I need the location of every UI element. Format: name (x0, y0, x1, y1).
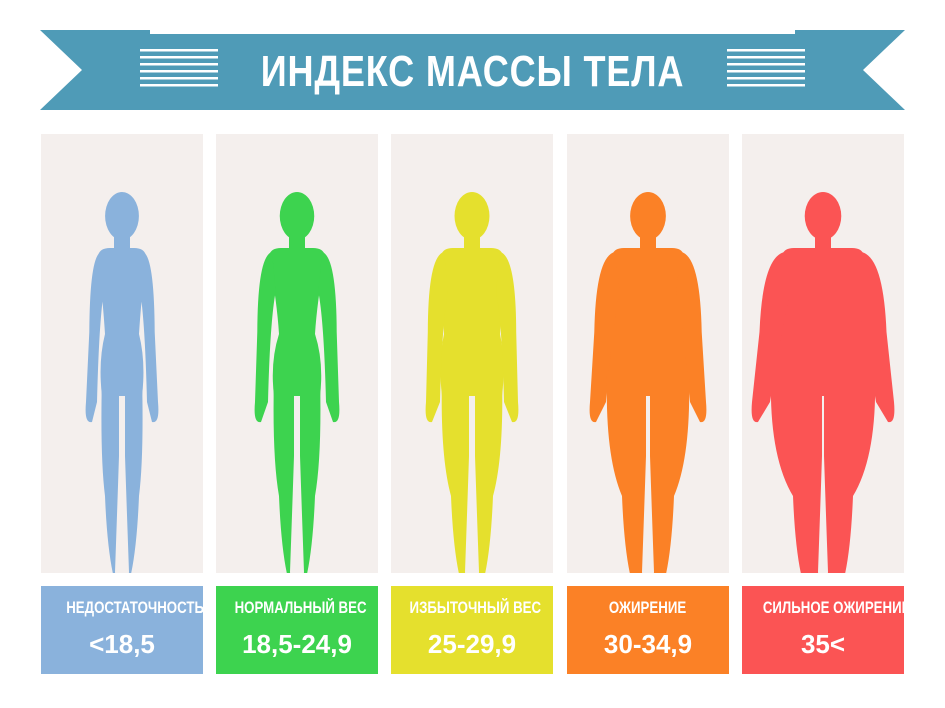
bmi-range-value: <18,5 (89, 629, 155, 659)
category-name: ОЖИРЕНИЕ (609, 598, 687, 617)
category-name: НЕДОСТАТОЧНОСТЬ ВЕСА (66, 598, 245, 617)
page-title: ИНДЕКС МАССЫ ТЕЛА (260, 47, 685, 96)
category-panel (391, 134, 553, 573)
category-label-box: НЕДОСТАТОЧНОСТЬ ВЕСА <18,5 (41, 586, 245, 674)
category-panel (41, 134, 203, 573)
banner-band (100, 34, 845, 110)
category-panel (567, 134, 729, 573)
obese-figure-icon (589, 192, 707, 573)
category-panel (216, 134, 378, 573)
bmi-range-value: 30-34,9 (603, 629, 693, 659)
category-label-box: НОРМАЛЬНЫЙ ВЕС 18,5-24,9 (216, 586, 378, 674)
bmi-range-value: 25-29,9 (427, 629, 517, 659)
category-name: СИЛЬНОЕ ОЖИРЕНИЕ (762, 598, 911, 617)
category-name: НОРМАЛЬНЫЙ ВЕС (234, 598, 367, 617)
overweight-figure-icon (425, 192, 519, 573)
title-banner (40, 30, 905, 110)
normal-weight-figure-icon (254, 192, 340, 573)
category-panel (742, 134, 904, 573)
bmi-range-value: 18,5-24,9 (242, 629, 352, 659)
category-label-box: ИЗБЫТОЧНЫЙ ВЕС 25-29,9 (391, 586, 553, 674)
bmi-range-value: 35< (800, 629, 846, 659)
underweight-figure-icon (85, 192, 159, 573)
banner-stripes-left (140, 49, 218, 87)
category-label-box: ОЖИРЕНИЕ 30-34,9 (567, 586, 729, 674)
category-label-box: СИЛЬНОЕ ОЖИРЕНИЕ 35< (742, 586, 911, 674)
banner-stripes-right (727, 49, 805, 87)
severely-obese-figure-icon (751, 192, 895, 573)
category-name: ИЗБЫТОЧНЫЙ ВЕС (409, 598, 542, 617)
